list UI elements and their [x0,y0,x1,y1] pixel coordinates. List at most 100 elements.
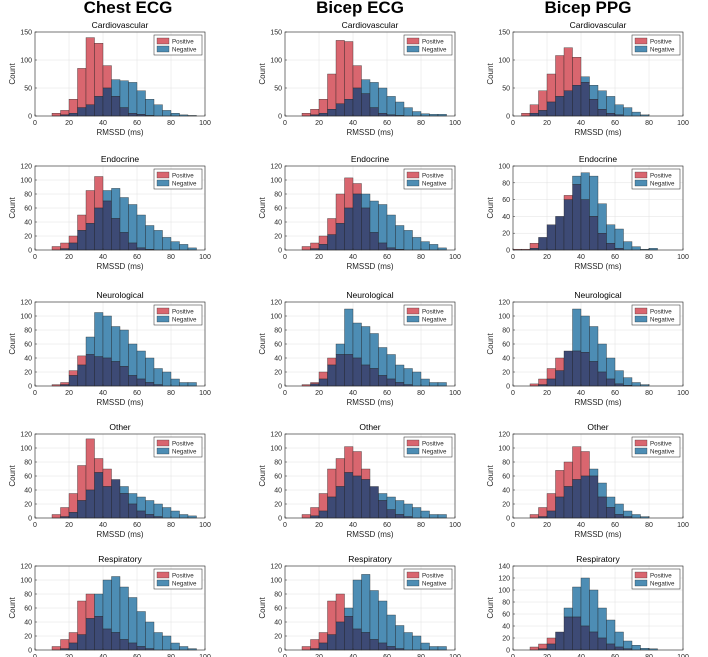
x-tick-label: 40 [577,522,585,529]
legend-label-negative: Negative [650,47,675,54]
bar-positive [318,493,328,512]
bar-positive [94,43,104,97]
bar-positive [327,357,337,366]
bar-overlap [77,107,87,117]
bar-overlap [597,109,607,117]
x-tick-label: 40 [577,120,585,127]
bar-overlap [94,207,104,251]
bar-negative [606,357,616,380]
bar-positive [344,446,354,473]
chart-bicep-ecg-other: 0 20 40 60 80 100 120 0 20 40 60 80 100 Other RMSSD (m… [258,422,461,539]
bar-negative [631,645,641,651]
bar-negative [119,486,129,494]
bar-overlap [597,496,607,519]
legend-swatch-negative [156,579,170,587]
bar-overlap [94,356,104,387]
bar-overlap [111,96,121,117]
x-tick-label: 80 [645,390,653,397]
legend-label-positive: Positive [650,441,672,448]
bar-positive [352,451,362,477]
legend-swatch-positive [156,307,170,315]
bar-negative [580,577,590,627]
bar-negative [589,589,599,633]
bar-negative [128,343,138,376]
axes-box [284,31,456,117]
y-tick-label: 100 [498,446,510,453]
bar-negative [412,111,422,117]
bar-overlap [344,207,354,251]
y-tick-label: 40 [502,356,510,363]
bar-positive [301,246,311,251]
bar-overlap [128,242,138,251]
bar-positive [352,65,362,89]
legend-label-negative: Negative [650,181,675,188]
x-tick-label: 60 [133,654,141,657]
bar-overlap [589,631,599,651]
x-tick-label: 80 [645,654,653,657]
legend-label-negative: Negative [650,449,675,456]
y-tick-label: 50 [502,86,510,93]
x-tick-label: 60 [133,254,141,261]
bar-overlap [352,87,362,117]
bar-negative [386,614,396,647]
y-axis-label: Count [258,63,267,85]
bar-negative [412,635,422,651]
bar-negative [631,246,641,251]
bar-negative [589,326,599,362]
bar-overlap [145,382,155,387]
chart-bicep-ecg-respiratory: 020406080100120020406080100RespiratoryRM… [258,554,461,657]
y-tick-label: 100 [498,58,510,65]
x-tick-label: 80 [645,254,653,261]
x-tick-label: 60 [383,254,391,261]
bar-overlap [529,113,539,117]
y-axis-label: Count [258,597,267,619]
x-tick-label: 60 [133,120,141,127]
bar-negative [162,635,172,651]
bar-overlap [546,510,556,519]
legend-label-negative: Negative [172,181,197,188]
bar-negative [606,496,616,508]
bar-negative [597,482,607,498]
bar-negative [631,382,641,387]
bar-overlap [606,378,616,387]
bar-positive [68,370,78,376]
bar-negative [386,354,396,380]
bar-overlap [563,616,573,651]
bar-positive [572,57,582,86]
x-tick-label: 60 [611,522,619,529]
bar-overlap [94,616,104,651]
legend-swatch-positive [634,307,648,315]
x-tick-label: 100 [449,522,461,529]
x-tick-label: 80 [167,390,175,397]
x-tick-label: 40 [349,120,357,127]
bar-negative [179,646,189,651]
y-tick-label: 20 [274,234,282,241]
x-tick-label: 100 [677,120,689,127]
chart-bicep-ecg-neurological: 0 20 40 60 80 100 120 0 20 40 60 80 100 Neurological R… [258,290,461,407]
x-tick-label: 80 [167,120,175,127]
bar-negative [136,90,146,115]
bar-negative [614,370,624,385]
axes-box [34,31,206,117]
x-tick-label: 100 [199,654,211,657]
bar-overlap [597,371,607,387]
y-tick-label: 120 [270,432,282,439]
bar-positive [327,468,337,498]
x-tick-label: 60 [611,390,619,397]
y-tick-label: 100 [20,58,32,65]
bar-overlap [606,643,616,651]
bar-positive [310,639,320,649]
y-tick-label: 20 [502,231,510,238]
x-tick-label: 100 [677,522,689,529]
y-tick-label: 60 [502,474,510,481]
x-tick-label: 20 [543,654,551,657]
bar-positive [538,378,548,385]
legend-swatch-positive [406,571,420,579]
bar-overlap [555,96,565,117]
legend-swatch-positive [406,37,420,45]
legend-swatch-positive [634,37,648,45]
y-tick-label: 120 [20,164,32,171]
chart-bicep-ecg-endocrine: 0 20 40 60 80 100 120 0 20 40 60 80 100 Endocrine RMSS… [258,154,461,271]
bar-negative [145,357,155,383]
bar-overlap [555,631,565,651]
